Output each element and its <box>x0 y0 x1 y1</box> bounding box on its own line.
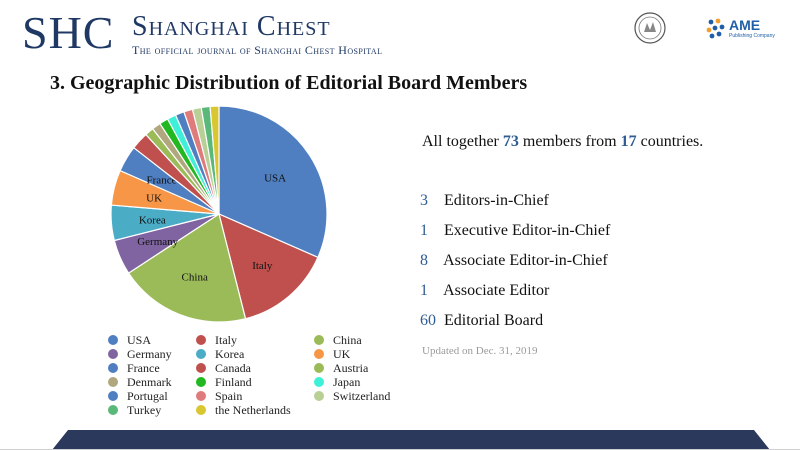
legend-label: Turkey <box>127 402 162 417</box>
legend-label: Switzerland <box>333 388 391 403</box>
summary-suffix: countries. <box>636 133 704 150</box>
footer-bar <box>0 430 800 450</box>
role-item: 1 Executive Editor-in-Chief <box>420 222 610 240</box>
legend-item-japan: Japan <box>314 375 360 389</box>
role-count: 1 <box>420 282 428 299</box>
legend-label: China <box>333 332 362 347</box>
legend-swatch <box>196 391 206 401</box>
legend-label: Germany <box>127 346 172 361</box>
role-item: 3 Editors-in-Chief <box>420 192 549 210</box>
role-label: Executive Editor-in-Chief <box>444 222 611 239</box>
legend-label: Portugal <box>127 388 168 403</box>
pie-label-france: France <box>147 175 177 187</box>
legend-swatch <box>108 405 118 415</box>
legend-swatch <box>314 377 324 387</box>
role-item: 1 Associate Editor <box>420 282 549 300</box>
publisher-logo: AME Publishing Company <box>706 14 778 44</box>
country-count: 17 <box>620 133 637 150</box>
journal-subtitle: The official journal of Shanghai Chest H… <box>132 43 383 57</box>
ame-dots-icon <box>706 18 725 39</box>
summary-prefix: All together <box>422 133 503 150</box>
legend-label: Spain <box>215 388 243 403</box>
hospital-seal-icon <box>634 12 666 44</box>
pie-label-usa: USA <box>264 172 286 184</box>
legend-label: the Netherlands <box>215 402 291 417</box>
publisher-logo-subtext: Publishing Company <box>729 33 775 39</box>
legend-swatch <box>108 391 118 401</box>
legend-label: Finland <box>215 374 252 389</box>
role-count: 1 <box>420 222 428 239</box>
legend-item-germany: Germany <box>108 347 172 361</box>
legend-item-uk: UK <box>314 347 350 361</box>
legend-swatch <box>314 391 324 401</box>
pie-label-korea: Korea <box>139 215 166 227</box>
legend-swatch <box>196 363 206 373</box>
legend-swatch <box>196 377 206 387</box>
role-item: 60 Editorial Board <box>420 312 543 330</box>
legend-item-italy: Italy <box>196 333 237 347</box>
updated-note: Updated on Dec. 31, 2019 <box>422 345 538 357</box>
role-count: 3 <box>420 192 428 209</box>
legend-swatch <box>108 363 118 373</box>
publisher-logo-text: AME <box>729 17 761 33</box>
legend-swatch <box>314 349 324 359</box>
legend-swatch <box>314 363 324 373</box>
legend-item-turkey: Turkey <box>108 403 161 417</box>
legend-item-china: China <box>314 333 362 347</box>
legend-item-finland: Finland <box>196 375 252 389</box>
legend-swatch <box>196 335 206 345</box>
pie-slice-italy <box>218 212 319 320</box>
legend-label: Japan <box>333 374 361 389</box>
legend-item-usa: USA <box>108 333 151 347</box>
pie-slice-china <box>127 213 247 323</box>
role-label: Editors-in-Chief <box>444 192 549 209</box>
legend-item-the-netherlands: the Netherlands <box>196 403 291 417</box>
slide-header: SHC Shanghai Chest The official journal … <box>0 0 800 70</box>
legend-item-portugal: Portugal <box>108 389 168 403</box>
member-count: 73 <box>502 133 519 150</box>
summary-middle: members from <box>518 133 621 150</box>
legend-item-korea: Korea <box>196 347 244 361</box>
slide-title: 3. Geographic Distribution of Editorial … <box>50 72 528 94</box>
legend-label: Canada <box>215 360 251 375</box>
legend-swatch <box>196 405 206 415</box>
role-label: Associate Editor <box>443 282 550 299</box>
journal-name: Shanghai Chest <box>132 11 331 42</box>
legend-item-austria: Austria <box>314 361 368 375</box>
legend-item-canada: Canada <box>196 361 251 375</box>
role-item: 8 Associate Editor-in-Chief <box>420 252 608 270</box>
legend-item-spain: Spain <box>196 389 242 403</box>
legend-swatch <box>108 377 118 387</box>
legend-label: Korea <box>215 346 245 361</box>
legend-swatch <box>314 335 324 345</box>
legend-label: France <box>127 360 160 375</box>
pie-label-china: China <box>182 271 208 283</box>
legend-swatch <box>108 349 118 359</box>
role-label: Associate Editor-in-Chief <box>443 252 608 269</box>
members-summary: All together 73 members from 17 countrie… <box>422 133 703 151</box>
pie-slice-the-netherlands <box>209 105 220 215</box>
legend-item-switzerland: Switzerland <box>314 389 390 403</box>
journal-logo-mark: SHC <box>22 7 115 58</box>
legend-item-france: France <box>108 361 160 375</box>
pie-label-italy: Italy <box>252 260 273 272</box>
legend-swatch <box>108 335 118 345</box>
pie-slice-usa <box>218 105 328 259</box>
legend-label: Italy <box>215 332 237 347</box>
legend-label: UK <box>333 346 351 361</box>
legend-item-denmark: Denmark <box>108 375 172 389</box>
legend-swatch <box>196 349 206 359</box>
country-pie-chart: USA Italy China Germany Korea UK France <box>110 105 328 323</box>
role-count: 60 <box>420 312 436 329</box>
legend-label: USA <box>127 332 152 347</box>
legend-label: Denmark <box>127 374 172 389</box>
role-count: 8 <box>420 252 428 269</box>
role-label: Editorial Board <box>444 312 544 329</box>
chart-legend: USA Italy China Germany Korea UK France Canada A… <box>108 333 428 417</box>
pie-label-germany: Germany <box>137 236 178 248</box>
legend-label: Austria <box>333 360 369 375</box>
pie-label-uk: UK <box>146 193 162 205</box>
